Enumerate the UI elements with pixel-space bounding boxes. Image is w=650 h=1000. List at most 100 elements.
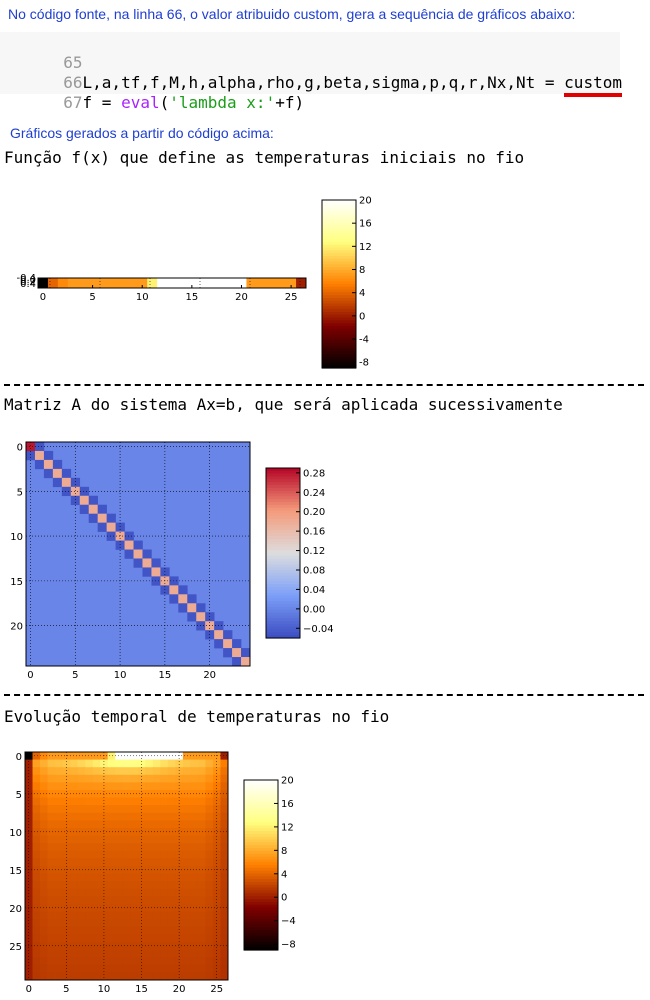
temp-cell [92,972,101,981]
temp-cell [137,911,146,920]
strip-cell [137,278,148,288]
temp-cell [220,926,229,935]
colorbar-band [322,351,356,355]
temp-cell [167,888,176,897]
colorbar-band [266,513,300,517]
temp-cell [145,919,154,928]
colorbar-band [322,208,356,212]
temp-cell [182,881,191,890]
temp-cell [47,904,56,912]
temp-cell [152,926,161,935]
temp-cell [145,873,154,882]
temp-cell [190,888,199,897]
colorbar-band [244,899,278,903]
temp-cell [55,858,63,867]
temp-cell [220,919,229,928]
matrix-cell [115,531,125,541]
temp-cell [182,904,191,912]
temp-cell [197,828,206,836]
temp-cell [32,888,41,897]
temp-cell [85,873,94,882]
temp-cell [145,934,154,943]
temp-cell [85,774,94,783]
matrix-cell [178,585,188,595]
temp-cell [220,934,229,943]
temp-cell [107,850,116,859]
colorbar-band [244,938,278,943]
colorbar-band [244,842,278,846]
matrix-cell [61,468,72,479]
x-tick-label: 10 [114,670,127,681]
temp-cell [107,866,116,874]
temp-cell [47,835,56,844]
colorbar-band [266,470,300,475]
temp-cell [152,782,161,791]
colorbar-frame [265,467,301,639]
temp-cell [70,774,79,783]
temp-cell [152,767,161,776]
temp-cell [92,752,101,760]
temp-cell [145,866,154,874]
temp-cell [160,888,169,897]
temp-cell [55,866,63,874]
temp-cell [130,942,139,950]
colorbar-band [322,323,356,327]
temp-cell [197,972,206,981]
temp-cell [32,797,41,806]
colorbar-band [244,870,278,875]
temp-cell [160,896,169,905]
temp-cell [55,828,63,836]
matrix-cell [34,442,45,452]
temp-cell [175,926,184,935]
temp-cell [197,835,206,844]
temp-cell [175,911,184,920]
temp-cell [130,850,139,859]
matrix-cell [232,639,242,649]
temp-cell [167,926,176,935]
temp-cell [122,752,131,760]
colorbar-band [322,289,356,293]
colorbar-tick-label: 0.00 [303,604,325,615]
matrix-cell [52,459,63,470]
temp-cell [100,926,109,935]
colorbar-tick-label: −0.04 [303,624,334,635]
colorbar-tick-label: 0 [281,893,287,904]
temp-cell [115,835,124,844]
temp-cell [32,835,41,844]
temp-cell [100,896,109,905]
temp-cell [40,888,48,897]
line-number: 67 [63,93,83,112]
temp-cell [145,797,154,806]
matrix-cell [115,540,125,550]
strip-cell [38,278,49,288]
colorbar-tick-label: 0.20 [303,507,325,518]
colorbar-band [322,202,356,207]
temp-cell [77,820,86,829]
temp-cell [25,797,33,806]
temp-cell [175,774,184,783]
temp-cell [92,911,101,920]
code-paren: ( [159,93,170,112]
temp-cell [100,797,109,806]
matrix-cell [26,442,36,452]
temp-cell [70,888,79,897]
temp-cell [182,926,191,935]
colorbar-tick-label: −8 [281,940,296,951]
temp-cell [55,820,63,829]
temp-cell [167,812,176,821]
colorbar-tick-label: 0.12 [303,546,325,557]
temp-cell [32,767,41,776]
temp-cell [62,812,71,821]
temp-cell [47,805,56,814]
temp-cell [190,850,199,859]
x-tick-label: 0 [26,984,32,995]
matrix-cell [106,513,116,523]
temp-cell [130,797,139,806]
temp-cell [212,782,221,791]
colorbar-band [322,298,356,302]
code-cell[interactable]: 65 66L,a,tf,f,M,h,alpha,rho,g,beta,sigma… [0,32,622,112]
temp-cell [25,759,33,768]
temp-cell [205,972,214,981]
temp-cell [77,812,86,821]
colorbar-band [266,570,300,574]
